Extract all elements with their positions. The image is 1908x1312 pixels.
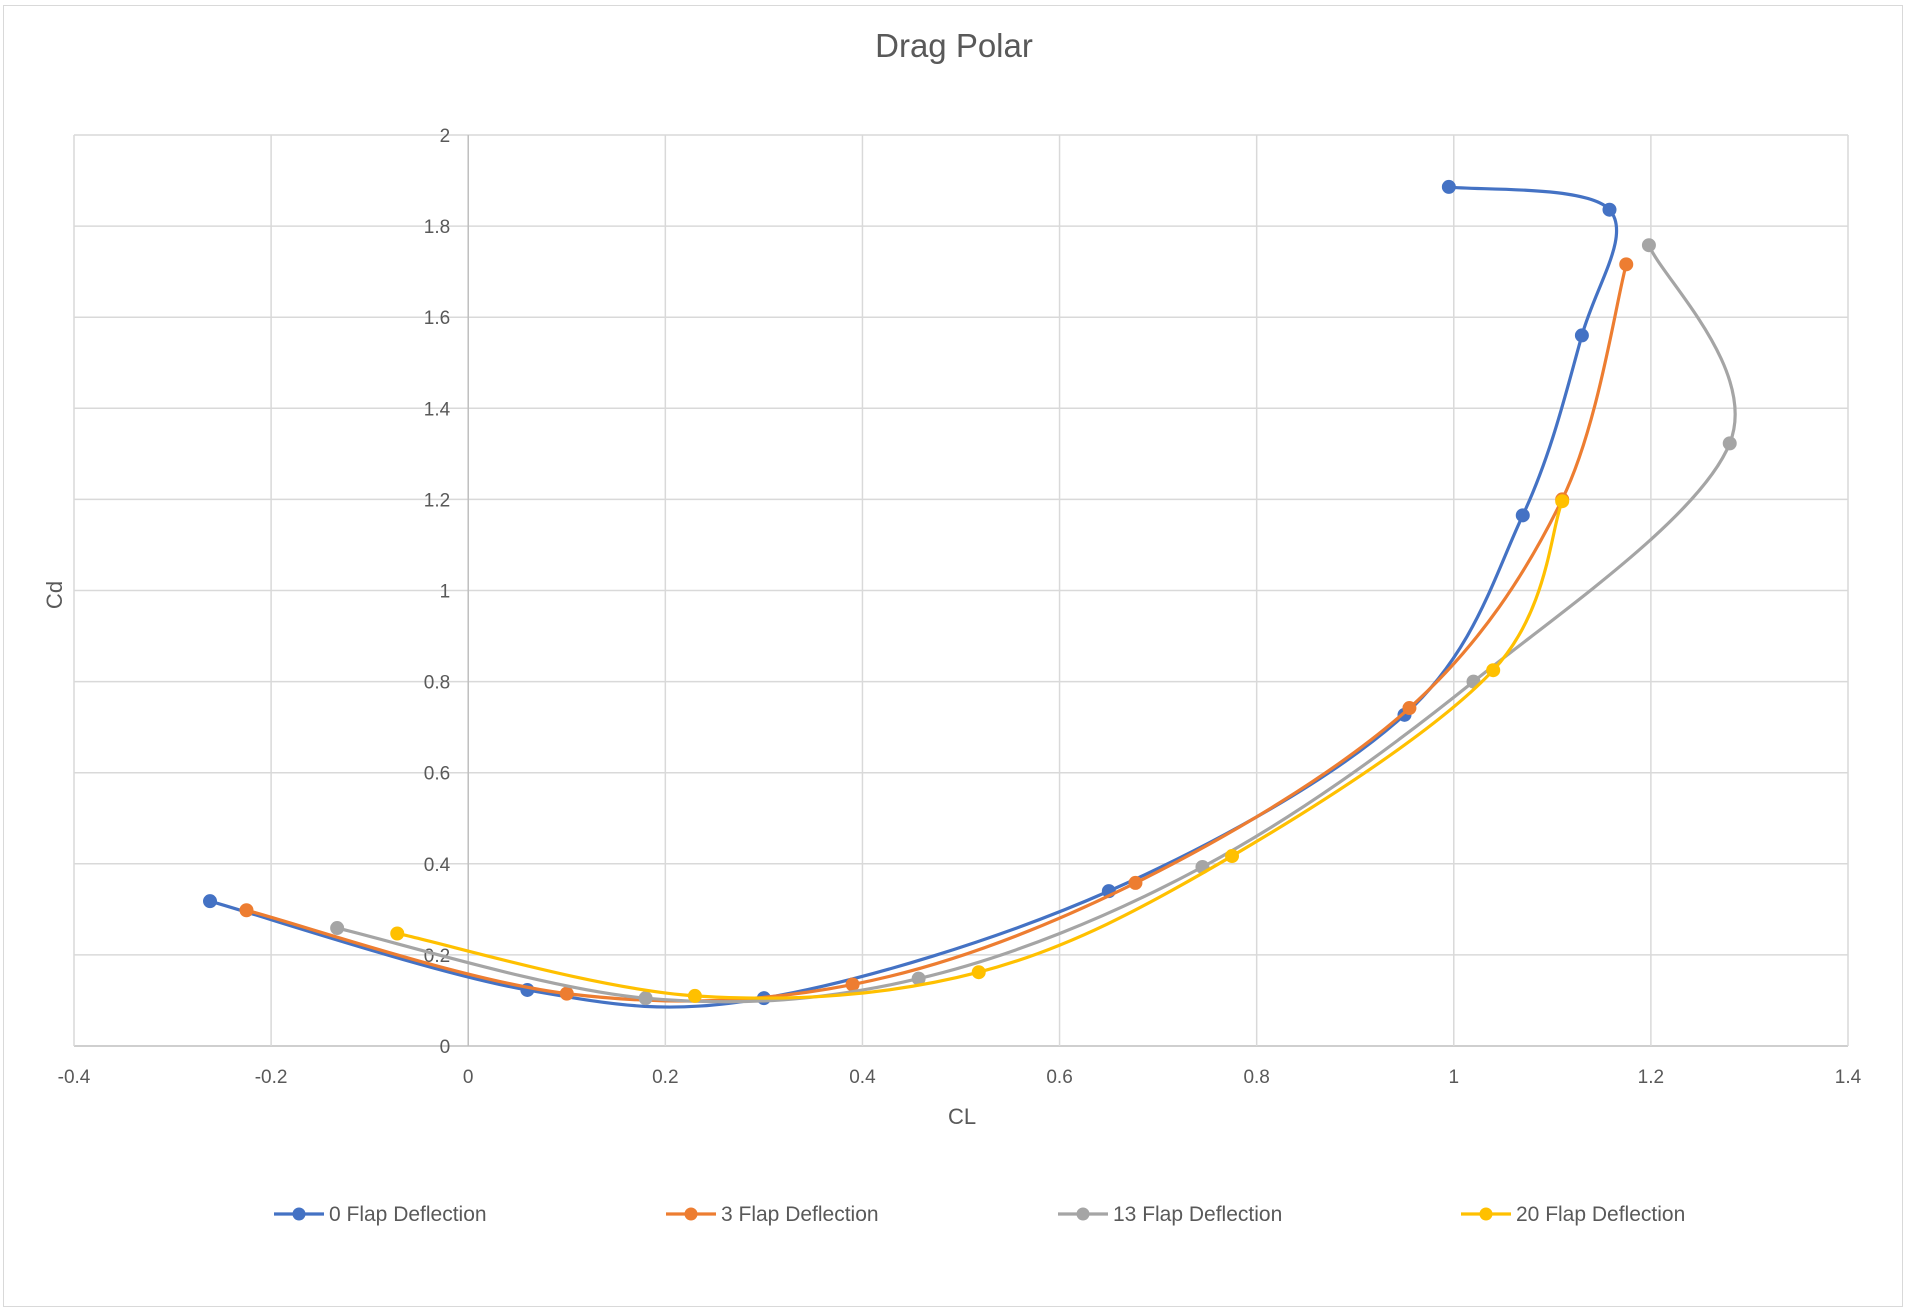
data-point: [1722, 436, 1737, 451]
legend-label: 0 Flap Deflection: [329, 1203, 487, 1226]
x-tick-label: 0: [463, 1067, 474, 1088]
x-tick-label: 0.8: [1243, 1067, 1269, 1088]
data-point: [559, 986, 574, 1001]
series-0: [203, 179, 1619, 1009]
y-tick-label: 1: [440, 582, 451, 603]
data-point: [638, 991, 653, 1006]
x-tick-label: 0.4: [849, 1067, 876, 1088]
data-point: [1128, 875, 1143, 890]
series: [203, 179, 1737, 1009]
legend-swatch-marker: [292, 1207, 306, 1221]
data-point: [1574, 328, 1589, 343]
x-tick-label: 0.2: [652, 1067, 678, 1088]
data-point: [1555, 494, 1570, 509]
chart-svg: 00.20.40.60.811.21.41.61.82-0.4 -0.2 0 0.2 0…: [42, 27, 1862, 1226]
data-point: [845, 977, 860, 992]
y-tick-label: 1.2: [424, 490, 450, 511]
legend-entry[interactable]: 3 Flap Deflection: [666, 1203, 879, 1226]
legend-label: 3 Flap Deflection: [721, 1203, 879, 1226]
y-tick-label: 0.8: [424, 673, 450, 694]
data-point: [687, 988, 702, 1003]
chart-area: 0 0.2 0.4 0.6 0.8 1 1.2 1.4 1.6 1.8 2 -0.4 -0.2 0 0.2 0…: [3, 5, 1903, 1307]
x-tick-label: 0.6: [1046, 1067, 1072, 1088]
data-point: [1402, 701, 1417, 716]
legend: 0 Flap Deflection 3 Flap Deflection 13 Fla…: [274, 1203, 1685, 1226]
data-point: [239, 903, 254, 918]
y-tick-label: 1.6: [424, 308, 450, 329]
series-line: [244, 262, 1628, 1003]
y-tick-label: 0.4: [424, 855, 451, 876]
x-tick-label: 1.2: [1638, 1067, 1664, 1088]
series-1: [239, 257, 1634, 1003]
legend-entry[interactable]: 13 Flap Deflection: [1058, 1203, 1282, 1226]
x-axis-title: CL: [948, 1104, 976, 1129]
series-line: [208, 185, 1619, 1009]
legend-swatch-marker: [684, 1207, 698, 1221]
tick-labels: 00.20.40.60.811.21.41.61.82-0.4 -0.2 0 0.2 0…: [58, 126, 1862, 1088]
data-point: [1225, 849, 1240, 864]
data-point: [1515, 508, 1530, 523]
series-3: [390, 494, 1570, 1003]
x-tick-label: -0.2: [255, 1067, 288, 1088]
y-axis-title: Cd: [42, 581, 67, 609]
legend-label: 13 Flap Deflection: [1113, 1203, 1282, 1226]
x-tick-label: 1: [1448, 1067, 1459, 1088]
y-tick-label: 0: [440, 1037, 451, 1058]
data-point: [971, 965, 986, 980]
grid: [73, 134, 1849, 1047]
data-point: [203, 894, 218, 909]
y-tick-label: 1.8: [424, 217, 450, 238]
y-tick-label: 0.6: [424, 764, 450, 785]
x-tick-label: -0.4: [58, 1067, 91, 1088]
legend-swatch-marker: [1479, 1207, 1493, 1221]
data-point: [1641, 238, 1656, 253]
chart-title: Drag Polar: [875, 27, 1033, 64]
y-tick-label: 2: [440, 126, 451, 147]
legend-entry[interactable]: 0 Flap Deflection: [274, 1203, 487, 1226]
data-point: [390, 926, 405, 941]
data-point: [1441, 179, 1456, 194]
data-point: [1602, 202, 1617, 217]
y-tick-label: 1.4: [424, 399, 451, 420]
data-point: [1486, 663, 1501, 678]
data-point: [1619, 257, 1634, 272]
x-tick-label: 1.4: [1835, 1067, 1862, 1088]
legend-label: 20 Flap Deflection: [1516, 1203, 1685, 1226]
legend-entry[interactable]: 20 Flap Deflection: [1461, 1203, 1685, 1226]
data-point: [330, 921, 345, 936]
legend-swatch-marker: [1076, 1207, 1090, 1221]
